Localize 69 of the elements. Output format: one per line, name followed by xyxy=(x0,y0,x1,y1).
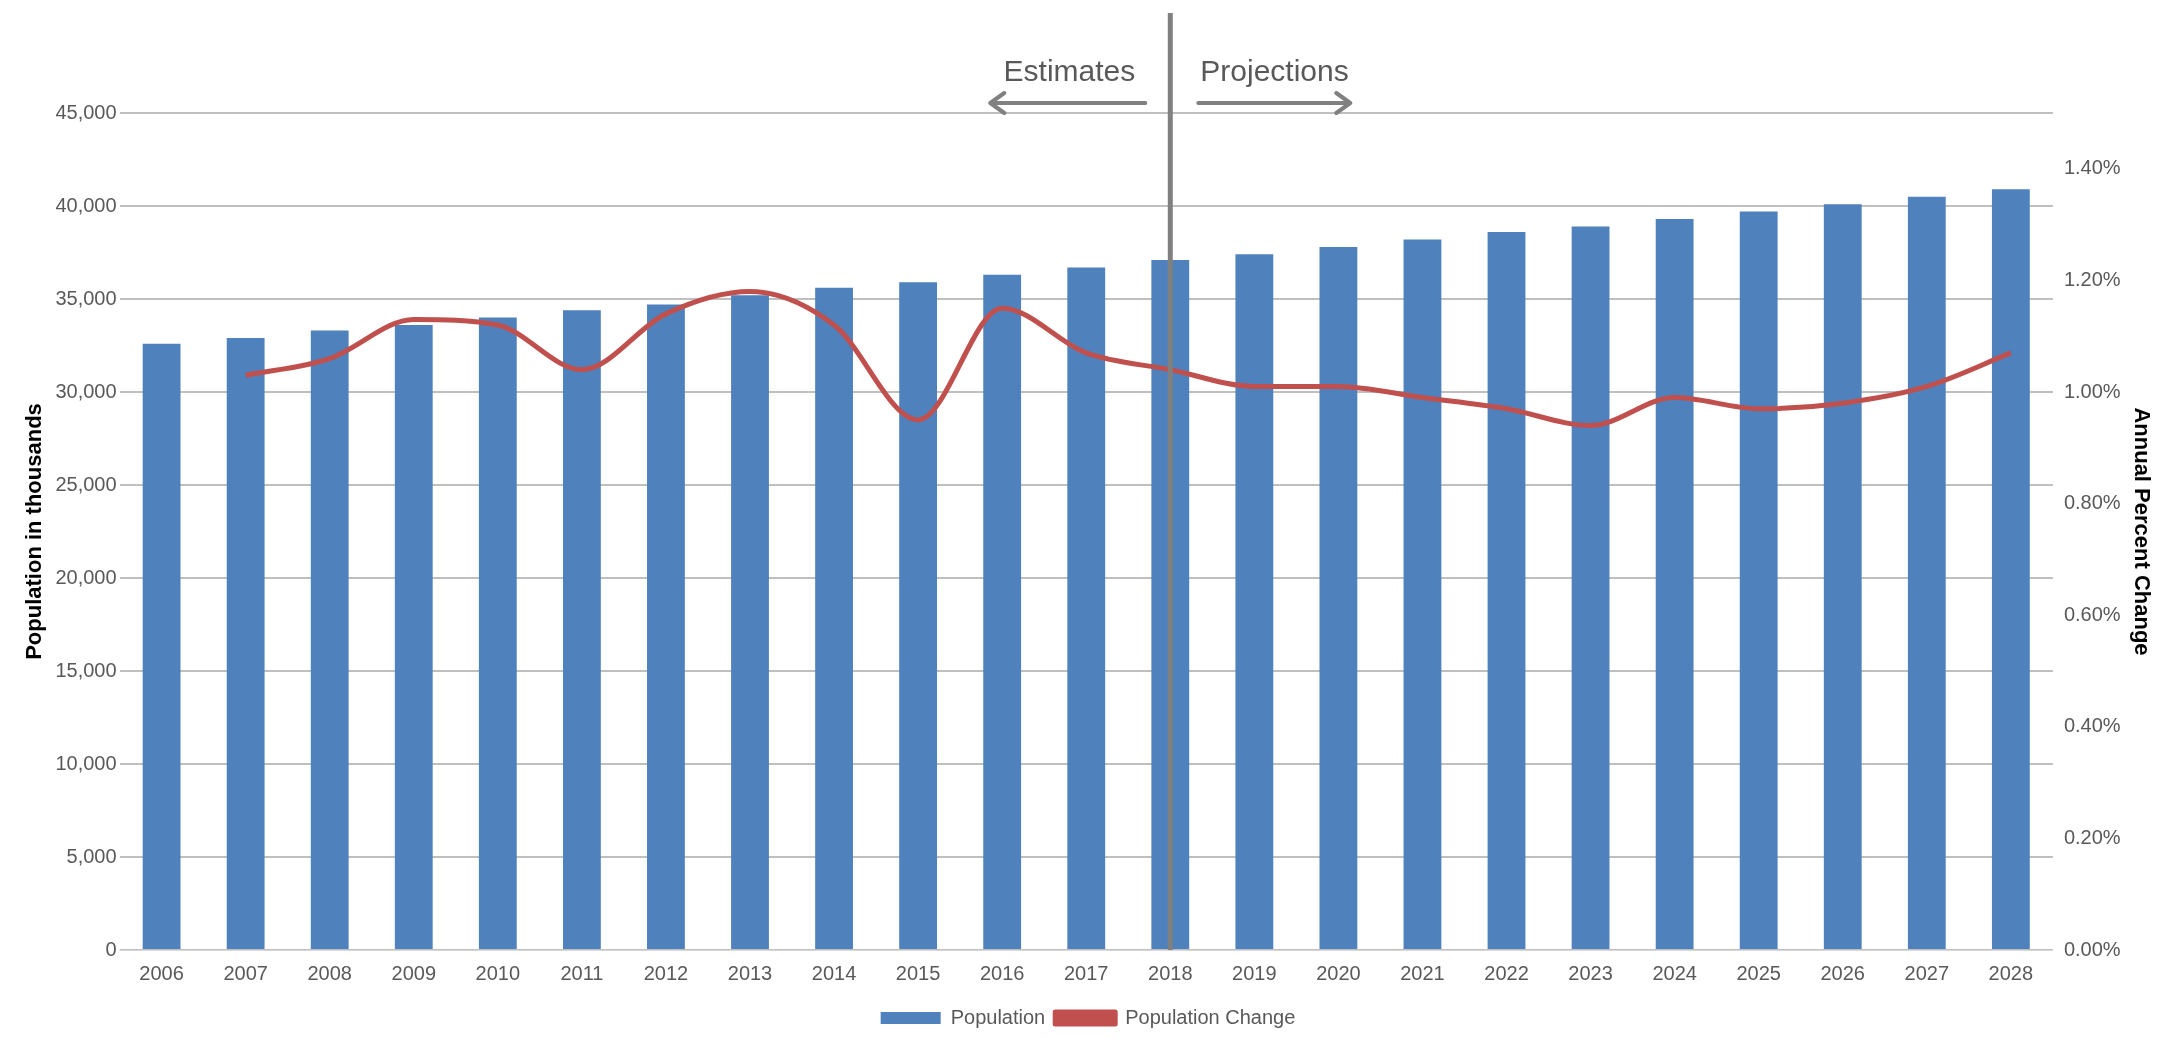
bar xyxy=(899,282,938,949)
bar xyxy=(815,287,853,949)
y2-axis-title: Annual Percent Change xyxy=(2129,407,2155,656)
x-tick-label: 2014 xyxy=(811,961,857,984)
y2-tick-label: 0.60% xyxy=(2063,602,2121,625)
x-tick-label: 2026 xyxy=(1820,961,1865,984)
x-tick-label: 2007 xyxy=(223,961,268,984)
x-tick-label: 2008 xyxy=(307,961,352,984)
y-tick-label: 35,000 xyxy=(55,286,117,309)
x-tick-label: 2015 xyxy=(895,961,941,984)
y-tick-label: 20,000 xyxy=(55,565,117,588)
x-tick-label: 2023 xyxy=(1568,961,1613,984)
x-tick-label: 2013 xyxy=(727,961,773,984)
legend-label: Population xyxy=(950,1005,1046,1028)
y-tick-label: 5,000 xyxy=(66,844,117,867)
text: Projections xyxy=(1200,54,1349,88)
x-tick-label: 2021 xyxy=(1400,961,1445,984)
y2-tick-label: 1.20% xyxy=(2063,267,2121,290)
x-tick-label: 2025 xyxy=(1736,961,1781,984)
x-tick-label: 2018 xyxy=(1148,961,1193,984)
x-tick-label: 2011 xyxy=(560,961,604,984)
y-tick-label: 40,000 xyxy=(55,193,117,216)
bar xyxy=(394,325,433,949)
text: Estimates xyxy=(1003,54,1136,88)
bar xyxy=(1067,267,1106,949)
bar xyxy=(1319,246,1358,949)
y2-tick-label: 1.40% xyxy=(2063,156,2121,179)
x-tick-label: 2019 xyxy=(1232,961,1277,984)
bar xyxy=(310,330,349,949)
y-tick-label: 0 xyxy=(105,937,117,960)
x-tick-label: 2020 xyxy=(1316,961,1361,984)
y-tick-label: 30,000 xyxy=(55,379,117,402)
bar xyxy=(983,274,1022,949)
legend-label: Population Change xyxy=(1125,1005,1296,1028)
x-tick-label: 2012 xyxy=(643,961,689,984)
bar xyxy=(1739,211,1778,949)
bar xyxy=(1907,196,1946,949)
bar xyxy=(647,304,685,949)
x-tick-label: 2024 xyxy=(1652,961,1697,984)
y2-tick-label: 0.40% xyxy=(2063,714,2121,737)
bar xyxy=(1403,239,1442,949)
x-tick-label: 2027 xyxy=(1904,961,1950,984)
bar xyxy=(1487,232,1526,949)
x-tick-label: 2010 xyxy=(475,961,521,984)
bar xyxy=(1235,254,1274,949)
y-tick-label: 10,000 xyxy=(55,751,117,774)
bar xyxy=(562,310,601,949)
y2-tick-label: 0.00% xyxy=(2063,937,2121,960)
y2-tick-label: 0.80% xyxy=(2063,491,2121,514)
bar xyxy=(731,295,769,949)
y2-tick-label: 1.00% xyxy=(2063,379,2121,402)
bar xyxy=(226,338,265,949)
x-tick-label: 2009 xyxy=(391,961,437,984)
x-tick-label: 2017 xyxy=(1063,961,1109,984)
bar xyxy=(1655,219,1694,949)
x-tick-label: 2016 xyxy=(979,961,1025,984)
bar xyxy=(1823,204,1862,949)
bar xyxy=(142,343,181,949)
x-tick-label: 2022 xyxy=(1484,961,1529,984)
y2-tick-label: 0.20% xyxy=(2063,825,2121,848)
y-tick-label: 15,000 xyxy=(55,658,117,681)
bar xyxy=(478,317,517,949)
x-tick-label: 2028 xyxy=(1988,961,2034,984)
y-tick-label: 45,000 xyxy=(55,100,117,123)
bar xyxy=(1571,226,1610,949)
y-axis-title: Population in thousands xyxy=(21,403,47,660)
x-tick-label: 2006 xyxy=(139,961,184,984)
y-tick-label: 25,000 xyxy=(55,472,117,495)
bar xyxy=(1991,189,2030,949)
